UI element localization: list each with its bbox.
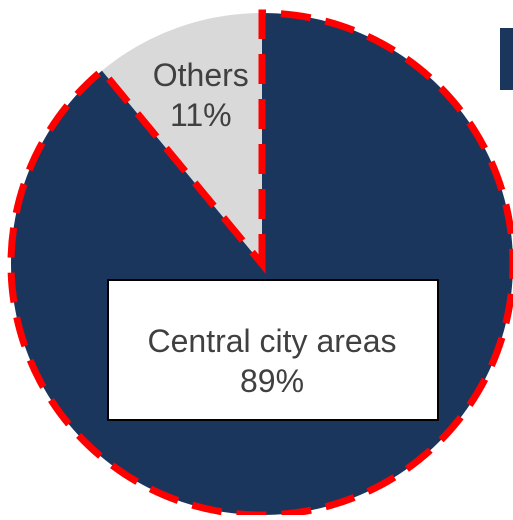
- slice-value-label: 89%: [240, 363, 304, 399]
- highlight-dashed-outline: [7, 9, 513, 519]
- slice-value-label: 11%: [170, 97, 232, 133]
- data-label-central-city-areas: Central city areas 89%: [107, 279, 439, 421]
- highlight-outline-layer: [7, 9, 513, 519]
- labels-layer: Central city areas 89% Others 11%: [107, 57, 439, 421]
- slice-category-label: Others: [153, 57, 249, 93]
- pie-slice-others: [102, 13, 262, 264]
- data-label-others: Others 11%: [153, 57, 249, 133]
- legend-marker: [500, 28, 513, 90]
- slice-category-label: Central city areas: [148, 323, 397, 359]
- data-label-box: [107, 279, 439, 421]
